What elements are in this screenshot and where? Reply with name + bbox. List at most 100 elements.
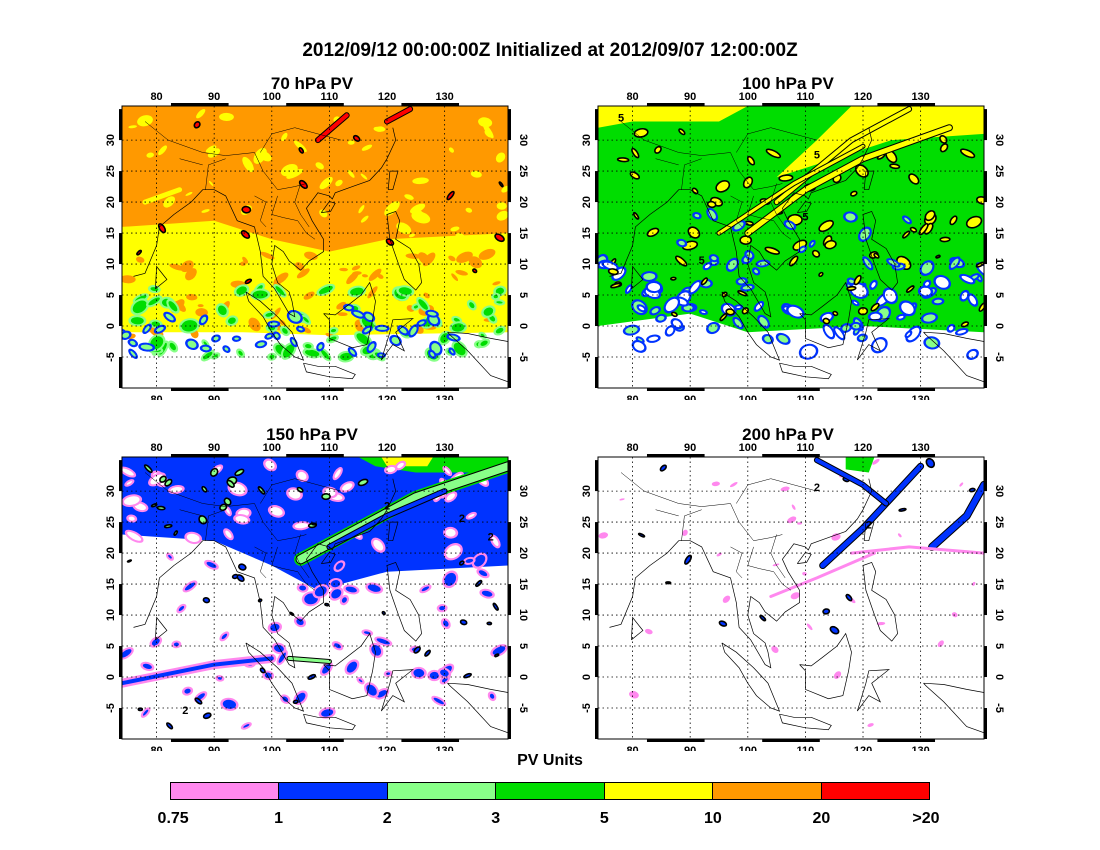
- frame-tick-bar: [401, 103, 460, 106]
- pv-contour-blob: [473, 554, 486, 567]
- pv-contour-blob: [214, 237, 228, 248]
- pv-contour-blob: [197, 304, 204, 308]
- pv-contour-blob: [818, 271, 824, 278]
- pv-contour-blob: [965, 215, 983, 229]
- coastline: [303, 713, 356, 731]
- pv-contour-blob: [478, 570, 488, 577]
- pv-contour-blob: [824, 325, 834, 337]
- pv-contour-blob: [373, 126, 384, 132]
- pv-contour-blob: [961, 275, 974, 283]
- frame-tick-bar: [595, 295, 598, 327]
- legend-label: 20: [812, 810, 831, 827]
- pv-contour-blob: [867, 723, 874, 727]
- pv-streak: [769, 551, 876, 598]
- pv-contour-blob: [244, 278, 253, 285]
- pv-contour-blob: [168, 554, 172, 559]
- frame-tick-bar: [762, 103, 820, 106]
- pv-contour-blob: [857, 307, 869, 316]
- pv-contour-blob: [376, 638, 390, 645]
- frame-tick-bar: [646, 739, 705, 742]
- frame-tick-bar: [984, 522, 987, 554]
- pv-contour-blob: [223, 241, 229, 248]
- pv-streak: [717, 144, 865, 235]
- lon-tick-label-top: 80: [150, 91, 162, 103]
- lon-tick-label-top: 120: [378, 91, 396, 103]
- pv-contour-blob: [345, 586, 357, 593]
- pv-contour-blob: [448, 255, 456, 262]
- lat-tick-label-left: 0: [105, 674, 117, 680]
- pv-contour-blob: [156, 505, 166, 511]
- lat-tick-label-right: -5: [993, 703, 1005, 713]
- pv-contour-blob: [495, 152, 506, 163]
- frame-tick-bar: [984, 233, 987, 265]
- border-line: [254, 195, 267, 228]
- pv-contour-blob: [130, 350, 136, 357]
- pv-contour-blob: [398, 287, 412, 295]
- pv-contour-blob: [771, 646, 779, 654]
- pv-contour-blob: [443, 620, 449, 627]
- pv-contour-blob: [884, 289, 896, 302]
- pv-contour-blob: [657, 315, 665, 321]
- pv-contour-blob: [634, 342, 645, 351]
- pv-contour-blob: [321, 709, 334, 717]
- pv-contour-blob: [908, 173, 920, 185]
- pv-contour-blob: [122, 275, 136, 284]
- frame-tick-bar: [508, 646, 511, 678]
- pv-contour-blob: [391, 336, 400, 344]
- lon-tick-label-bottom: 120: [854, 394, 872, 400]
- legend-swatch-pink: [171, 783, 280, 799]
- coastline: [799, 281, 852, 349]
- pv-contour-blob: [360, 215, 369, 223]
- frame-tick-bar: [984, 646, 987, 678]
- pv-contour-blob: [960, 321, 970, 328]
- pv-contour-blob: [340, 352, 352, 361]
- pv-contour-blob: [764, 336, 772, 343]
- lat-tick-label-left: 5: [581, 643, 593, 649]
- lon-tick-label-bottom: 90: [208, 394, 220, 400]
- coastline: [631, 265, 644, 290]
- pv-contour-blob: [164, 478, 173, 487]
- pv-contour-blob: [700, 277, 709, 286]
- pv-contour-blob: [347, 169, 355, 178]
- pv-contour-blob: [148, 297, 160, 306]
- coastline: [155, 265, 168, 290]
- border-line: [205, 509, 226, 541]
- lon-tick-label-top: 110: [321, 442, 339, 454]
- pv-contour-blob: [213, 354, 218, 358]
- pv-contour-blob: [234, 468, 245, 477]
- frame-tick-bar: [508, 584, 511, 616]
- coastline: [779, 713, 832, 731]
- lat-tick-label-left: -5: [105, 703, 117, 713]
- pv-contour-blob: [360, 173, 368, 180]
- pv-contour-blob: [629, 690, 639, 699]
- pv-contour-blob: [339, 267, 349, 272]
- pv-contour-blob: [904, 217, 910, 223]
- pv-contour-blob: [670, 311, 678, 318]
- lon-tick-label-bottom: 120: [854, 745, 872, 751]
- pv-contour-blob: [822, 608, 831, 615]
- lat-tick-label-left: 30: [581, 485, 593, 497]
- border-line: [144, 472, 307, 541]
- pv-contour-blob: [800, 247, 805, 252]
- lat-tick-label-right: 20: [993, 547, 1005, 559]
- pv-contour-blob: [122, 332, 130, 338]
- pv-contour-blob: [780, 486, 790, 492]
- pv-contour-blob: [450, 226, 460, 232]
- pv-contour-blob: [217, 677, 222, 680]
- pv-contour-blob: [424, 649, 431, 657]
- pv-contour-blob: [632, 211, 640, 220]
- coastline: [447, 682, 508, 734]
- pv-contour-blob: [225, 530, 232, 538]
- pv-contour-blob: [829, 625, 840, 635]
- lon-tick-label-top: 130: [911, 442, 929, 454]
- frame-tick-bar: [119, 171, 122, 203]
- coastline: [386, 561, 422, 642]
- pv-contour-blob: [142, 709, 149, 716]
- pv-contour-blob: [675, 255, 688, 267]
- border-line: [271, 195, 316, 240]
- pv-contour-blob: [163, 524, 173, 529]
- pv-streak: [142, 187, 183, 205]
- lat-tick-label-right: 25: [993, 516, 1005, 528]
- pv-contour-blob: [184, 582, 196, 591]
- pv-contour-blob: [201, 209, 210, 213]
